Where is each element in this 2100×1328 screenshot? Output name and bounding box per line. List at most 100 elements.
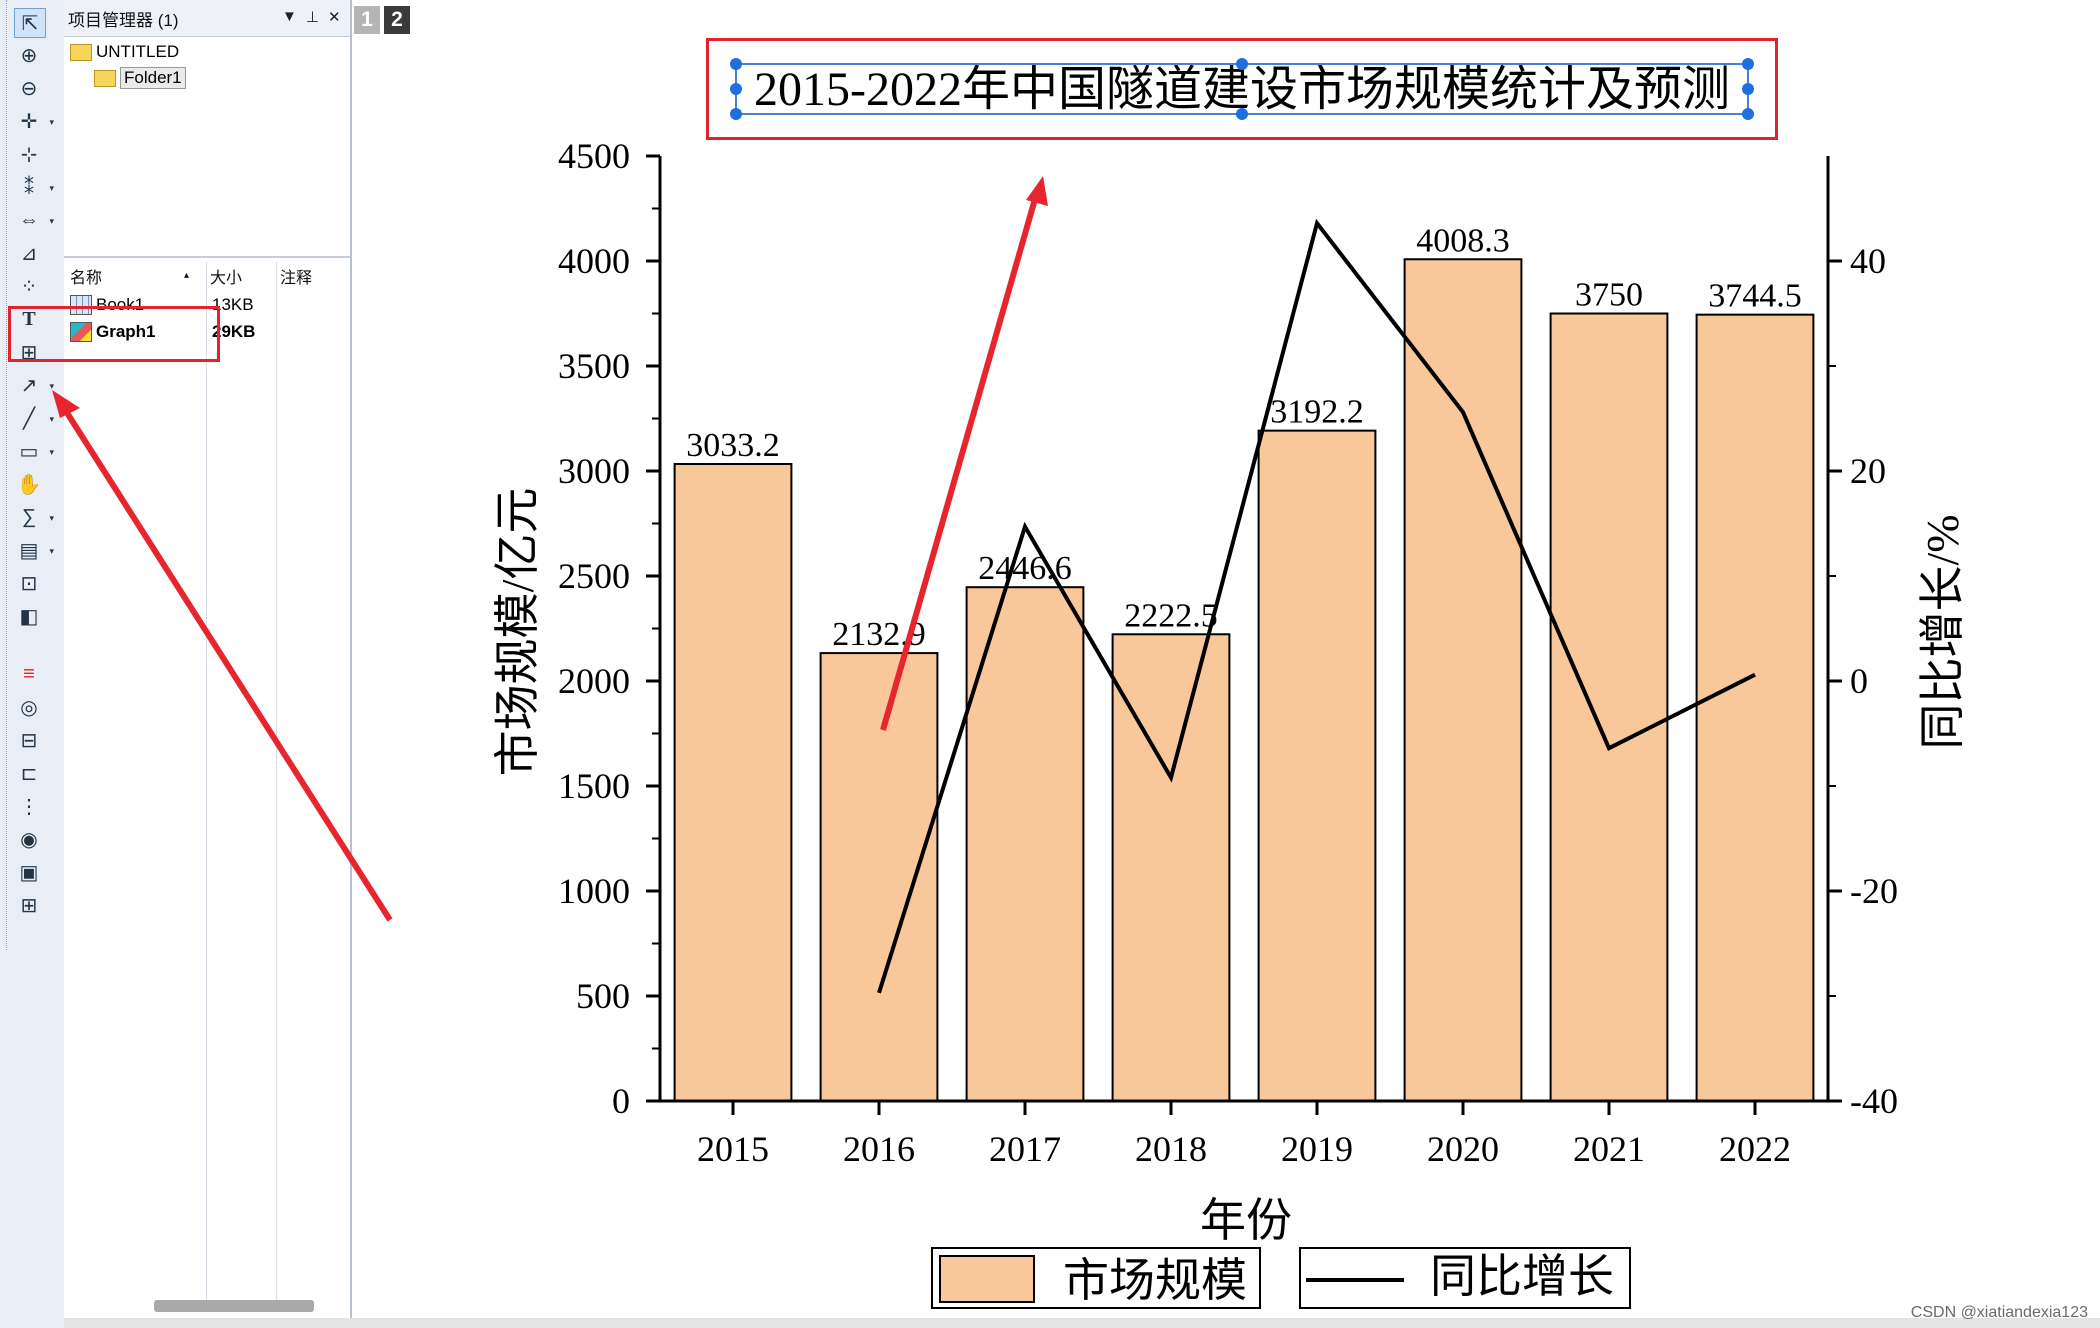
arrow-tool-icon[interactable]: ↗ ▾ [20,374,54,397]
chevron-down-icon[interactable]: ▾ [49,381,54,391]
y-tick-label: 1500 [558,766,630,806]
legend-swatch-bar [939,1255,1035,1303]
resize-handle[interactable] [1742,58,1754,70]
y-tick-label: 1000 [558,871,630,911]
chevron-down-icon[interactable]: ▾ [49,117,54,127]
plot-icon[interactable]: ▤ ▾ [19,539,54,562]
resize-handle[interactable] [1236,108,1248,120]
bar[interactable] [965,586,1085,1102]
resize-handle[interactable] [730,108,742,120]
workbook-icon [70,295,92,315]
y-axis-title[interactable]: 市场规模/亿元 [492,488,543,777]
data-selector-icon[interactable]: ⇔ ▾ [19,208,54,231]
item-size: 13KB [212,295,254,314]
bar[interactable] [1549,312,1669,1102]
y-tick-label: 4000 [558,241,630,281]
dropdown-icon[interactable]: ▼ [282,8,297,25]
list-item-graph1[interactable]: Graph1 29KB [70,319,340,345]
resize-handle[interactable] [1742,83,1754,95]
column-note[interactable]: 注释 [280,270,313,287]
bar[interactable] [1695,313,1815,1102]
layer-tab-1[interactable]: 1 [354,6,380,34]
zoom-in-icon[interactable]: ⊕ [20,44,38,67]
project-tree: UNTITLED Folder1 [64,36,350,258]
layer-icon[interactable]: ⋮ [19,795,39,818]
chevron-down-icon[interactable]: ▾ [49,414,54,424]
x-tick-label: 2022 [1719,1129,1791,1169]
scatter-icon[interactable]: ⁘ [20,275,38,298]
growth-line[interactable] [877,218,1756,994]
y2-tick-label: 40 [1850,241,1886,281]
bar[interactable] [673,463,793,1102]
text-tool-icon[interactable]: T [22,307,36,330]
pointer-icon[interactable]: ⇱ [14,8,46,38]
zoom-out-icon[interactable]: ⊖ [20,77,38,100]
bar-data-label: 3192.2 [1270,394,1364,431]
x-tick-label: 2018 [1135,1129,1207,1169]
gauge-icon[interactable]: ◎ [20,696,38,719]
pan-hand-icon[interactable]: ✋ [16,473,42,496]
bar[interactable] [1403,258,1523,1102]
mask-icon[interactable]: ⊿ [20,242,38,265]
tree-folder1[interactable]: Folder1 [94,66,186,90]
table-icon[interactable]: ⊞ [20,894,38,917]
3d-box-icon[interactable]: ◧ [19,605,39,628]
column-divider [276,262,277,1302]
item-name: Graph1 [96,322,156,341]
red-arrows [52,176,1048,922]
column-size[interactable]: 大小 [210,270,243,287]
folder-icon [70,43,92,61]
rectangle-tool-icon[interactable]: ▭ ▾ [19,440,54,463]
bar-data-label: 3750 [1575,277,1643,314]
sort-asc-icon: ▴ [184,270,190,281]
chevron-down-icon[interactable]: ▾ [49,546,54,556]
layer-tab-2[interactable]: 2 [384,6,410,34]
resize-handle[interactable] [730,58,742,70]
y2-axis-title[interactable]: 同比增长/% [1917,514,1968,749]
column-name[interactable]: 名称 [70,270,103,287]
annotation-icon[interactable]: ⊞ [20,341,38,364]
crosshair-icon[interactable]: ✛ ▾ [20,110,54,133]
list-item-book1[interactable]: Book1 13KB [70,292,340,318]
y-tick-label: 0 [612,1081,630,1121]
y-tick-label: 3500 [558,346,630,386]
resize-handle[interactable] [1742,108,1754,120]
chevron-down-icon[interactable]: ▾ [49,183,54,193]
resize-handle[interactable] [730,83,742,95]
y2-tick-label: 20 [1850,451,1886,491]
bar[interactable] [1257,429,1377,1102]
marker-icon[interactable]: ◉ [20,828,38,851]
legend-icon[interactable]: ⊟ [20,729,38,752]
chevron-down-icon[interactable]: ▾ [49,513,54,523]
folder-icon[interactable]: ▣ [19,861,39,884]
chevron-down-icon[interactable]: ▾ [49,216,54,226]
close-icon[interactable]: ✕ [328,9,341,26]
region-icon[interactable]: ⊡ [20,572,38,595]
y-tick-label: 2000 [558,661,630,701]
legend[interactable]: 市场规模 同比增长 [931,1247,1631,1309]
x-tick-label: 2015 [697,1129,769,1169]
tree-root[interactable]: UNTITLED [70,40,179,64]
screen-reader-icon[interactable]: ⊹ [20,143,38,166]
x-tick-label: 2017 [989,1129,1061,1169]
toolbar-gripper [6,0,11,950]
resize-handle[interactable] [1236,58,1248,70]
equation-icon[interactable]: ∑ ▾ [21,505,54,528]
horizontal-scrollbar[interactable] [154,1300,314,1312]
bar-data-label: 3033.2 [686,427,780,464]
x-tick-label: 2019 [1281,1129,1353,1169]
x-tick-label: 2016 [843,1129,915,1169]
pin-icon[interactable]: ⊥ [306,9,320,26]
line-tool-icon[interactable]: ╱ ▾ [22,407,54,430]
x-axis-title[interactable]: 年份 [1200,1195,1292,1246]
data-reader-icon[interactable]: ⁑ ▾ [24,176,54,199]
chart-title[interactable]: 2015-2022年中国隧道建设市场规模统计及预测 [754,63,1730,116]
red-arrow-shaft [59,403,393,922]
color-scale-icon[interactable]: ≡ [23,662,35,685]
project-manager-header: 项目管理器 (1) ▼ ⊥ ✕ [64,0,350,37]
chevron-down-icon[interactable]: ▾ [49,447,54,457]
bar[interactable] [819,652,939,1102]
bar-data-label: 2222.5 [1124,597,1218,634]
axis-icon[interactable]: ⊏ [20,762,38,785]
